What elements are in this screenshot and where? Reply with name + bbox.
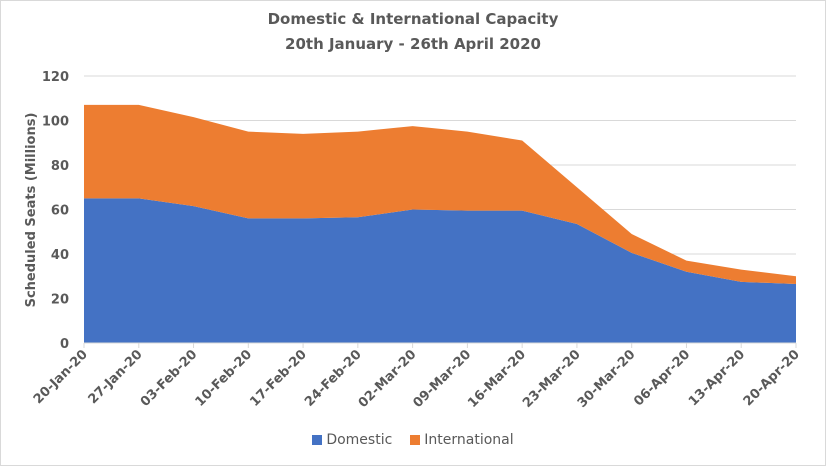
legend-swatch xyxy=(312,435,323,445)
chart-subtitle: 20th January - 26th April 2020 xyxy=(285,35,541,53)
y-tick-label: 40 xyxy=(51,248,69,263)
y-tick-label: 0 xyxy=(60,337,69,352)
x-tick-label: 27-Jan-20 xyxy=(86,347,146,407)
legend-label: Domestic xyxy=(326,432,393,448)
y-tick-label: 100 xyxy=(42,115,69,130)
x-tick-label: 06-Apr-20 xyxy=(631,347,693,409)
legend-item-international: International xyxy=(410,432,514,448)
x-tick-label: 09-Mar-20 xyxy=(411,347,475,411)
legend: Domestic International xyxy=(0,432,826,448)
legend-label: International xyxy=(424,432,514,448)
y-tick-label: 120 xyxy=(42,70,69,85)
legend-swatch xyxy=(410,435,421,445)
x-tick-label: 10-Feb-20 xyxy=(193,347,256,410)
x-tick-label: 20-Jan-20 xyxy=(31,347,91,407)
x-tick-label: 30-Mar-20 xyxy=(575,347,639,411)
x-tick-label: 20-Apr-20 xyxy=(741,347,803,409)
y-tick-label: 20 xyxy=(51,293,69,308)
x-tick-label: 17-Feb-20 xyxy=(247,347,310,410)
x-tick-label: 13-Apr-20 xyxy=(686,347,748,409)
chart-title: Domestic & International Capacity xyxy=(267,10,559,28)
area-domestic xyxy=(84,198,796,343)
legend-item-domestic: Domestic xyxy=(312,432,392,448)
y-tick-label: 60 xyxy=(51,204,69,219)
x-tick-label: 23-Mar-20 xyxy=(520,347,584,411)
y-tick-label: 80 xyxy=(51,159,69,174)
area-international xyxy=(84,104,796,285)
y-axis-title: Scheduled Seats (Millions) xyxy=(24,113,39,308)
x-tick-label: 03-Feb-20 xyxy=(138,347,201,410)
x-tick-label: 16-Mar-20 xyxy=(465,347,529,411)
x-tick-label: 02-Mar-20 xyxy=(356,347,420,411)
